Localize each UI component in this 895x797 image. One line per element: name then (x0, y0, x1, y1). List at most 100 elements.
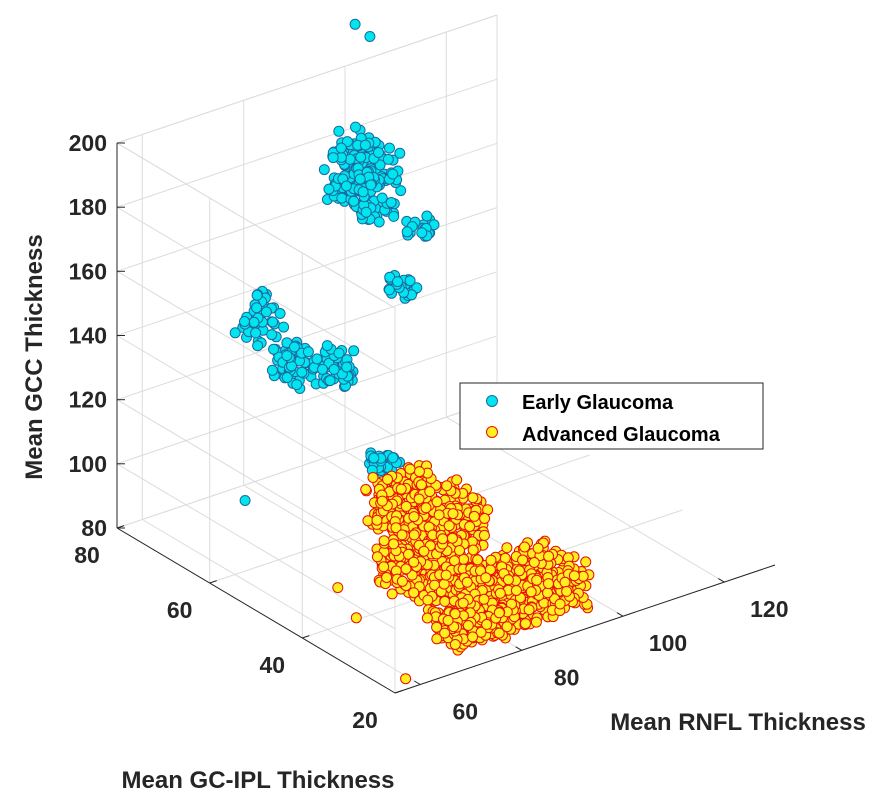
data-point (378, 535, 390, 547)
data-point (396, 529, 408, 541)
data-point (333, 125, 345, 137)
x-tick-label: 60 (453, 699, 479, 725)
data-point (390, 522, 402, 534)
data-point (388, 210, 400, 222)
data-point (467, 631, 479, 643)
data-point (368, 452, 380, 464)
wall-grid-line (116, 399, 396, 566)
data-point (421, 612, 433, 624)
data-point (251, 302, 263, 314)
data-point (443, 520, 455, 532)
box-edge (116, 14, 498, 144)
data-point (359, 139, 371, 151)
data-point (296, 366, 308, 378)
data-point (266, 329, 278, 341)
data-point (267, 316, 279, 328)
data-point (357, 186, 369, 198)
data-point (381, 572, 393, 583)
data-point (252, 340, 264, 352)
x-tick-mark (515, 646, 522, 651)
data-point (415, 479, 427, 491)
data-point (350, 612, 362, 624)
data-point (420, 502, 432, 514)
z-tick-label: 180 (69, 194, 107, 220)
data-point (440, 569, 452, 581)
x-tick-mark (718, 578, 725, 583)
data-point (371, 514, 383, 526)
data-point (386, 588, 398, 600)
data-point (348, 195, 360, 207)
data-point (494, 587, 506, 599)
data-point (387, 168, 399, 180)
data-point (323, 183, 335, 195)
data-point (268, 343, 280, 355)
data-point (447, 508, 459, 520)
data-point (485, 554, 497, 566)
data-point (350, 121, 361, 133)
data-point (360, 206, 372, 218)
data-point (493, 607, 505, 619)
data-point (501, 542, 513, 554)
data-point (408, 529, 420, 541)
data-point (274, 308, 286, 319)
y-tick-label: 40 (260, 652, 286, 678)
y-axis-line (116, 527, 396, 694)
data-point (478, 529, 490, 541)
data-point (475, 626, 487, 638)
z-tick-label: 100 (69, 451, 107, 477)
data-point (568, 570, 580, 582)
data-point (461, 576, 473, 588)
wall-grid-line (116, 78, 498, 208)
data-point (479, 513, 491, 524)
y-tick-label: 80 (74, 542, 100, 568)
box-edge (116, 142, 396, 309)
data-point (559, 576, 571, 588)
data-point (362, 515, 374, 527)
floor-grid-line (142, 519, 421, 685)
x-tick-label: 100 (649, 630, 687, 656)
data-point (502, 574, 514, 586)
legend-marker-early (486, 395, 498, 407)
data-point (478, 593, 490, 605)
data-point (481, 618, 493, 630)
data-point (404, 463, 416, 475)
z-tick-label: 80 (81, 515, 107, 541)
data-point (248, 316, 260, 328)
data-point (408, 511, 420, 523)
data-point (384, 142, 395, 154)
data-point (400, 673, 412, 685)
z-tick-label: 140 (69, 323, 107, 349)
data-point (382, 153, 394, 165)
data-point (513, 565, 525, 577)
data-point (464, 521, 476, 532)
data-point (374, 159, 386, 171)
data-point (376, 495, 388, 507)
data-point (229, 327, 241, 339)
data-point (288, 341, 300, 353)
y-tick-mark (209, 580, 217, 584)
data-point (449, 608, 461, 620)
x-tick-mark (414, 680, 421, 685)
data-point (449, 639, 461, 650)
z-tick-label: 120 (69, 387, 107, 413)
x-axis-label: Mean RNFL Thickness (610, 709, 866, 736)
data-point (364, 31, 376, 42)
data-point (530, 616, 542, 628)
data-point (341, 361, 353, 373)
data-point (421, 210, 433, 222)
data-point (239, 495, 251, 506)
data-point (438, 578, 450, 590)
x-tick-label: 80 (554, 664, 580, 690)
legend-box (459, 382, 764, 450)
data-point (472, 554, 484, 566)
data-point (373, 147, 384, 158)
data-point (321, 340, 333, 352)
data-point (510, 585, 522, 596)
data-point (260, 306, 272, 318)
data-point (317, 363, 328, 375)
data-point (451, 474, 463, 486)
data-point (424, 486, 436, 498)
data-point (376, 192, 388, 204)
data-point (291, 379, 303, 391)
